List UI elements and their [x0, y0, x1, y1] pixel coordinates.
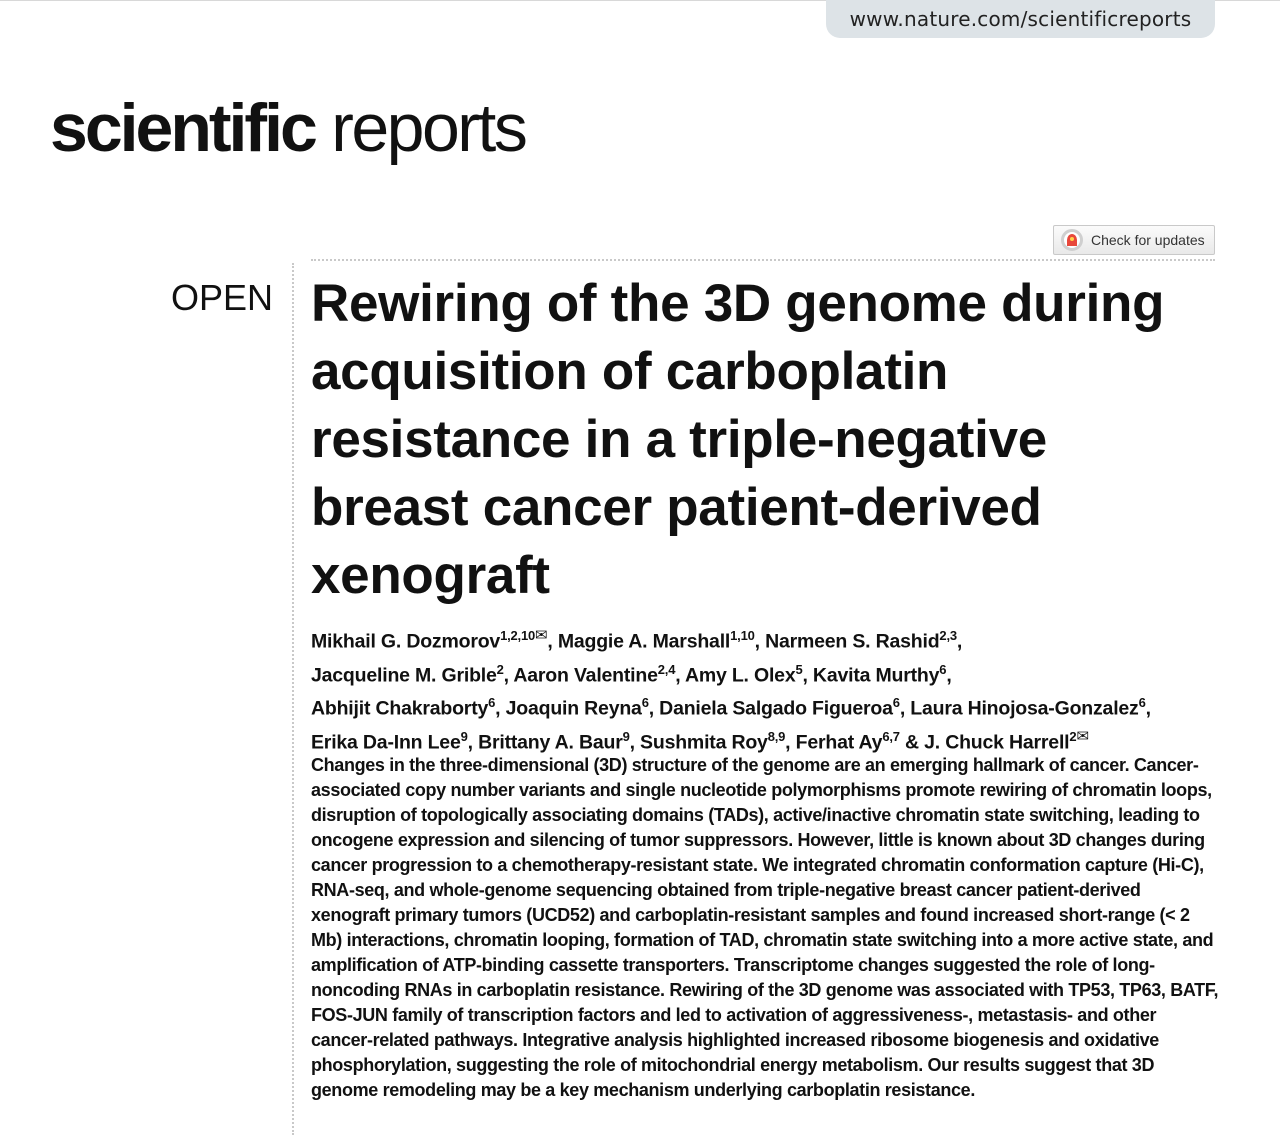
- author-list: Mikhail G. Dozmorov1,2,10✉, Maggie A. Ma…: [311, 622, 1221, 756]
- author-affiliation: 8,9: [767, 728, 786, 744]
- author-affiliation: 6: [1138, 695, 1146, 710]
- check-for-updates-button[interactable]: Check for updates: [1053, 225, 1215, 255]
- author-name[interactable]: , Joaquin Reyna: [495, 697, 642, 720]
- article-title: Rewiring of the 3D genome during acquisi…: [311, 274, 1165, 605]
- abstract: Changes in the three-dimensional (3D) st…: [311, 755, 1219, 1100]
- author-affiliation: 6: [641, 695, 649, 710]
- author-name[interactable]: Mikhail G. Dozmorov: [311, 630, 501, 653]
- author-affiliation: 9: [622, 728, 630, 744]
- corresponding-author-envelope-icon[interactable]: ✉: [535, 627, 548, 644]
- author-name[interactable]: , Sushmita Roy: [629, 731, 768, 753]
- author-affiliation: 6,7: [882, 728, 900, 744]
- author-affiliation: 2,3: [939, 628, 957, 643]
- author-affiliation: 2: [496, 661, 504, 677]
- journal-url[interactable]: www.nature.com/scientificreports: [849, 7, 1192, 31]
- author-name[interactable]: Jacqueline M. Grible: [311, 664, 497, 686]
- author-affiliation: 1,10: [730, 628, 755, 643]
- author-name[interactable]: , Maggie A. Marshall: [547, 630, 731, 653]
- author-name[interactable]: , Brittany A. Baur: [467, 731, 623, 753]
- author-affiliation: 6: [939, 661, 947, 677]
- open-access-label: OPEN: [171, 277, 274, 318]
- author-affiliation: 6: [892, 695, 900, 710]
- author-separator: ,: [956, 630, 963, 653]
- author-name[interactable]: Abhijit Chakraborty: [311, 697, 489, 720]
- author-separator: ,: [1145, 697, 1151, 720]
- author-name[interactable]: & J. Chuck Harrell: [899, 731, 1070, 753]
- vertical-dotted-divider: [292, 263, 294, 1135]
- check-for-updates-label: Check for updates: [1091, 232, 1205, 248]
- logo-word-scientific: scientific: [50, 90, 318, 166]
- author-name[interactable]: , Aaron Valentine: [503, 664, 658, 686]
- author-affiliation: 2,4: [657, 661, 676, 677]
- author-name[interactable]: , Ferhat Ay: [785, 731, 883, 753]
- author-separator: ,: [946, 664, 952, 686]
- author-affiliation: 1,2,10: [500, 628, 536, 643]
- crossmark-icon: [1061, 229, 1083, 251]
- journal-url-tab[interactable]: www.nature.com/scientificreports: [826, 0, 1215, 38]
- author-name[interactable]: , Daniela Salgado Figueroa: [648, 697, 893, 720]
- author-name[interactable]: , Laura Hinojosa-Gonzalez: [899, 697, 1139, 720]
- author-affiliation: 2: [1069, 728, 1077, 744]
- author-name[interactable]: , Amy L. Olex: [675, 664, 796, 686]
- corresponding-author-envelope-icon[interactable]: ✉: [1076, 727, 1089, 745]
- author-name[interactable]: , Narmeen S. Rashid: [754, 630, 940, 653]
- author-affiliation: 9: [460, 728, 468, 744]
- logo-word-reports: reports: [331, 90, 528, 166]
- author-name[interactable]: , Kavita Murthy: [802, 664, 940, 686]
- author-name[interactable]: Erika Da-Inn Lee: [311, 731, 461, 753]
- top-border: [0, 0, 1280, 1]
- journal-logo[interactable]: scientific reports: [50, 88, 528, 168]
- author-affiliation: 6: [488, 695, 496, 710]
- header-dotted-divider: [311, 259, 1215, 261]
- author-affiliation: 5: [795, 661, 803, 677]
